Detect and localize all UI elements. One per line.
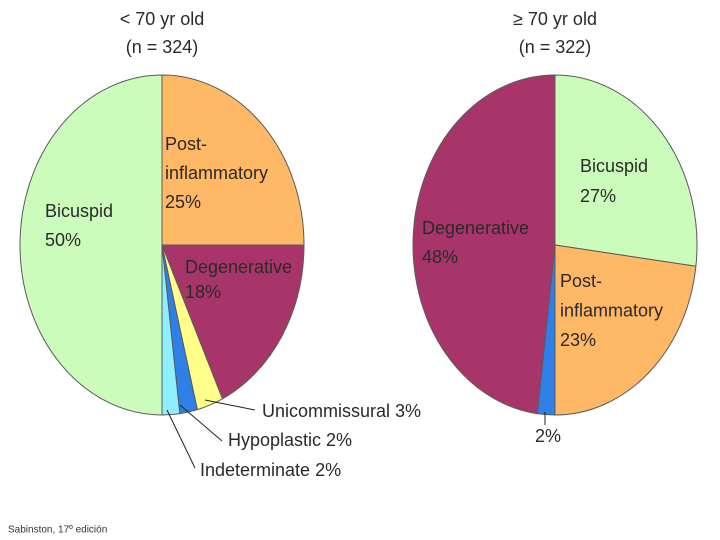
category-label: Bicuspid (45, 201, 113, 221)
chart-title: < 70 yr old (120, 9, 205, 29)
category-label: Bicuspid (580, 156, 648, 176)
leader-line (204, 399, 256, 411)
category-label: Post-inflammatory (165, 134, 268, 183)
value-label: 48% (422, 247, 458, 267)
pie-slice (19, 74, 163, 416)
category-label: Unicommissural (262, 401, 390, 421)
value-label: 2% (326, 430, 352, 450)
value-label: 2% (315, 460, 341, 480)
value-label: 3% (395, 401, 421, 421)
pie-slice (554, 244, 697, 416)
slice-label: Hypoplastic 2% (228, 430, 352, 450)
pie-slice (161, 244, 305, 400)
category-label: Hypoplastic (228, 430, 321, 450)
value-label: 23% (560, 330, 596, 350)
value-label: 27% (580, 186, 616, 206)
pie-slice (412, 74, 556, 415)
leader-line (179, 404, 223, 442)
slice-label: Indeterminate 2% (200, 460, 341, 480)
pie-slice (554, 74, 698, 267)
caption: Sabinston, 17º edición (8, 525, 107, 536)
chart-subtitle: (n = 322) (519, 37, 592, 57)
line: inflammatory (165, 163, 268, 183)
category-label: Post-inflammatory (560, 271, 663, 321)
chart-title: ≥ 70 yr old (513, 9, 597, 29)
chart-subtitle: (n = 324) (126, 37, 199, 57)
slice-label: Unicommissural 3% (262, 401, 421, 421)
pie-slice (161, 74, 305, 246)
line: Post- (165, 134, 207, 154)
line: inflammatory (560, 300, 663, 320)
leader-line (166, 409, 196, 469)
value-label: 18% (185, 282, 221, 302)
value-label: 25% (165, 192, 201, 212)
category-label: Degenerative (185, 257, 292, 277)
category-label: Indeterminate (200, 460, 310, 480)
category-label: Degenerative (422, 218, 529, 238)
value-label: 2% (535, 426, 561, 446)
line: Post- (560, 271, 602, 291)
value-label: 50% (45, 230, 81, 250)
